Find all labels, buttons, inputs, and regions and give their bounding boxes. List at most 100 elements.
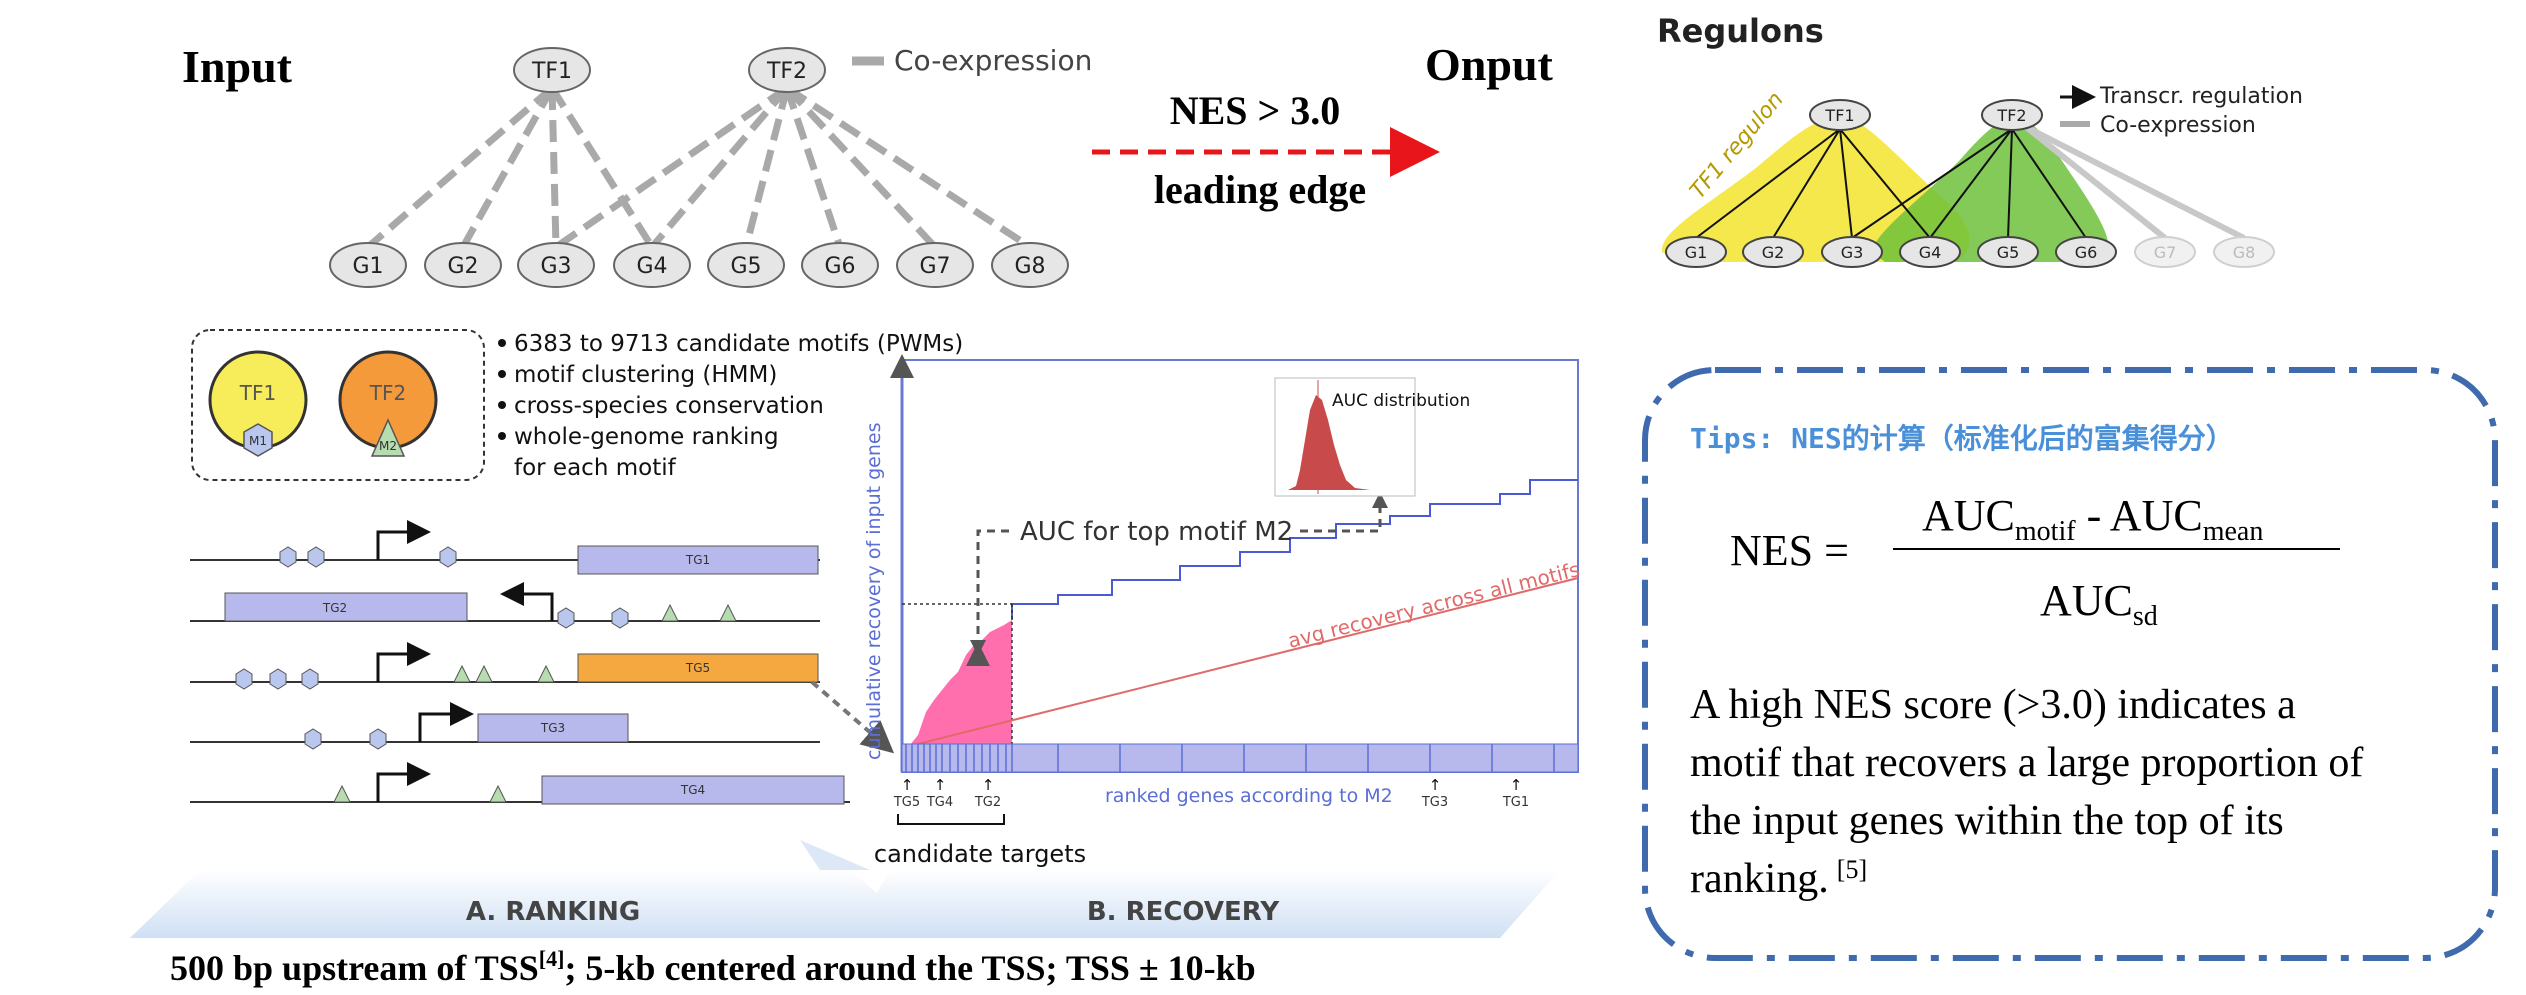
m1-hexagon-icon [243, 423, 273, 457]
avg-recovery-line [901, 577, 1579, 749]
track-2-tss-arrow [500, 582, 554, 621]
bullet-3: cross-species conservation [514, 393, 824, 419]
regulon-gene-label: G1 [1685, 243, 1708, 262]
regulon-gene-label: G7 [2154, 243, 2177, 262]
regulon-edge [1851, 128, 2013, 239]
rank-tick-tg1: TG1 [1502, 795, 1529, 810]
rank-tick-tg3: TG3 [1421, 795, 1448, 810]
rank-tick-tg4: TG4 [926, 795, 953, 810]
track-2-triangle-2 [719, 603, 737, 622]
track-2-hexagon-1 [557, 607, 575, 629]
track-3-triangle-3 [537, 664, 555, 683]
regulon-gene-label: G3 [1841, 243, 1864, 262]
regulon-gene-node [2055, 236, 2117, 268]
coexp-tf-label: TF2 [766, 59, 807, 84]
track-4-tss-arrow [418, 702, 474, 742]
rank-arrow-tg5: ↑ [901, 776, 914, 794]
regulon-gene-node [1821, 236, 1883, 268]
regulon-gene-node [2134, 236, 2196, 268]
track-5-triangle-1 [333, 784, 351, 803]
rank-arrow-tg2: ↑ [982, 776, 995, 794]
regulon-edge [1929, 128, 2013, 239]
arrow-label-top: NES > 3.0 [1170, 88, 1341, 133]
coexp-gene-node [613, 242, 691, 288]
regulon-tf-node [1809, 99, 1871, 131]
regulon-gene-label: G2 [1762, 243, 1785, 262]
bullet-4: whole-genome ranking [514, 424, 779, 450]
auc-callout-arrowhead [970, 640, 986, 656]
regulons-title: Regulons [1657, 12, 1824, 50]
regulon-gene-label: G8 [2233, 243, 2256, 262]
band-notch [800, 840, 870, 870]
motif-box: TF1 M1 TF2 M2 [191, 329, 485, 481]
tf2-regulon-area [1872, 115, 2109, 262]
coexp-edge [783, 86, 844, 249]
reg-coexp-legend-label: Co-expression [2100, 113, 2256, 138]
bottom-note: 500 bp upstream of TSS[4]; 5-kb centered… [170, 946, 1256, 988]
rank-arrow-tg3: ↑ [1429, 776, 1442, 794]
track-1-hexagon-2 [307, 546, 325, 568]
m2-triangle-icon [370, 418, 406, 457]
regulon-edge [1772, 128, 1841, 239]
track-4-hexagon-2 [369, 728, 387, 750]
track-1-hexagon-3 [439, 546, 457, 568]
track-5-triangle-2 [489, 784, 507, 803]
nes-numerator: AUCmotif - AUCmean [1922, 491, 2263, 547]
track-2-hexagon-2 [611, 607, 629, 629]
coexp-gene-node [801, 242, 879, 288]
regulon-gene-label: G5 [1997, 243, 2020, 262]
motif-bullets: 6383 to 9713 candidate motifs (PWMs) mot… [498, 331, 963, 481]
rank-arrow-tg4: ↑ [934, 776, 947, 794]
avg-recovery-label: avg recovery across all motifs [1285, 557, 1582, 653]
coexp-gene-label: G5 [730, 254, 761, 279]
motif-dashed-box [191, 329, 485, 481]
coexp-edge [554, 85, 789, 250]
track-3-hexagon-3 [301, 668, 319, 690]
coexp-gene-node [329, 242, 407, 288]
regulon-gray-edge [2024, 124, 2246, 241]
auc-distribution-label: AUC distribution [1332, 391, 1470, 411]
coexp-gene-node [424, 242, 502, 288]
track-2-triangle-1 [661, 603, 679, 622]
track-1-tss-arrow [376, 520, 431, 560]
candidate-bracket [897, 814, 1005, 825]
tips-desc-2: motif that recovers a large proportion o… [1690, 740, 2363, 786]
regulon-edge [1839, 128, 1853, 239]
coexp-tf-node [748, 47, 826, 93]
track-3-gene-label: TG5 [685, 661, 710, 675]
bullet-4-continued: for each motif [514, 455, 677, 481]
bullet-1: 6383 to 9713 candidate motifs (PWMs) [514, 331, 963, 357]
track-3-triangle-2 [475, 664, 493, 683]
auc-callout-left [966, 529, 1010, 666]
regulon-edge [1839, 128, 1931, 239]
coexp-tf-label: TF1 [531, 59, 572, 84]
recovery-curve [1011, 479, 1578, 620]
coexp-gene-node [707, 242, 785, 288]
m2-label: M2 [379, 439, 397, 453]
tf1-motif-label: TF1 [239, 381, 276, 405]
coexpression-network: TF1 TF2 G1 G2 G3 G4 G5 G6 G7 G8 Co-expression [329, 44, 1092, 288]
m1-label: M1 [249, 434, 267, 448]
auc-callout-right [1300, 505, 1382, 533]
coexp-edge [459, 86, 556, 249]
regulon-tf-label: TF2 [1996, 106, 2026, 125]
regulon-gene-node [1899, 236, 1961, 268]
track-1-hexagon-1 [279, 546, 297, 568]
tips-desc-4: ranking. [5] [1690, 855, 1867, 902]
coexp-gene-node [991, 242, 1069, 288]
regulon-gene-label: G6 [2075, 243, 2098, 262]
tips-desc-1: A high NES score (>3.0) indicates a [1690, 682, 2296, 728]
track-3-hexagon-2 [269, 668, 287, 690]
coexp-tf-node [513, 47, 591, 93]
auc-distribution-histogram [1288, 395, 1370, 490]
regulon-gray-edge [2024, 124, 2167, 241]
recovery-plot: cumulative recovery of input genes avg r… [863, 354, 1582, 868]
ranking-band [130, 870, 930, 938]
recovery-band [850, 870, 1560, 938]
recovery-ylabel: cumulative recovery of input genes [863, 423, 885, 761]
track-3-tss-arrow [376, 642, 431, 682]
section-b-label: B. RECOVERY [1087, 897, 1280, 927]
track-1-gene-label: TG1 [685, 553, 710, 567]
